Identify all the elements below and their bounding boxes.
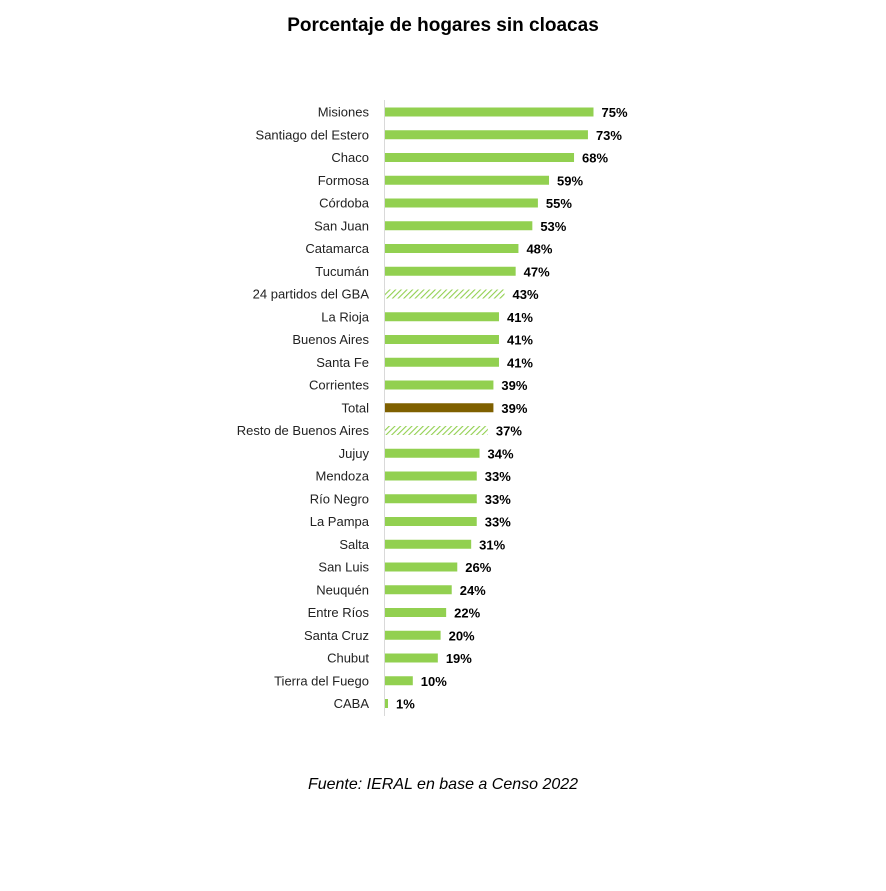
category-label: Santa Cruz bbox=[304, 628, 369, 643]
value-label: 33% bbox=[485, 492, 511, 507]
category-label: San Juan bbox=[314, 218, 369, 233]
value-label: 43% bbox=[513, 287, 539, 302]
value-label: 73% bbox=[596, 128, 622, 143]
category-label: Tucumán bbox=[315, 264, 369, 279]
bar-san-luis bbox=[385, 562, 458, 572]
bar-24-partidos-del-gba bbox=[385, 289, 505, 299]
value-label: 55% bbox=[546, 196, 572, 211]
category-label: Neuquén bbox=[316, 582, 369, 597]
value-label: 41% bbox=[507, 310, 533, 325]
value-label: 41% bbox=[507, 333, 533, 348]
value-label: 47% bbox=[524, 264, 550, 279]
bar-caba bbox=[385, 699, 388, 708]
bar-total bbox=[385, 403, 494, 413]
value-label: 39% bbox=[501, 401, 527, 416]
category-label: Jujuy bbox=[339, 446, 370, 461]
bar-la-rioja bbox=[385, 312, 499, 322]
category-label: Mendoza bbox=[316, 469, 370, 484]
value-label: 37% bbox=[496, 424, 522, 439]
bar-córdoba bbox=[385, 198, 538, 208]
value-label: 26% bbox=[465, 560, 491, 575]
source-note: Fuente: IERAL en base a Censo 2022 bbox=[307, 776, 579, 793]
chart-title: Porcentaje de hogares sin cloacas bbox=[287, 15, 599, 36]
bar-san-juan bbox=[385, 221, 533, 231]
category-label: La Pampa bbox=[310, 514, 370, 529]
category-label: Salta bbox=[339, 537, 369, 552]
bar-santiago-del-estero bbox=[385, 130, 588, 140]
bar-mendoza bbox=[385, 471, 477, 481]
category-label: 24 partidos del GBA bbox=[253, 287, 370, 302]
value-label: 34% bbox=[488, 446, 514, 461]
value-label: 10% bbox=[421, 674, 447, 689]
value-label: 24% bbox=[460, 583, 486, 598]
value-label: 22% bbox=[454, 606, 480, 621]
category-label: Corrientes bbox=[309, 378, 369, 393]
category-label: La Rioja bbox=[321, 309, 369, 324]
value-label: 33% bbox=[485, 469, 511, 484]
bar-tierra-del-fuego bbox=[385, 676, 413, 686]
category-label: Formosa bbox=[318, 173, 370, 188]
value-label: 39% bbox=[501, 378, 527, 393]
value-label: 31% bbox=[479, 537, 505, 552]
category-label: Santa Fe bbox=[316, 355, 369, 370]
category-label: Tierra del Fuego bbox=[274, 673, 369, 688]
category-label: Misiones bbox=[318, 105, 370, 120]
category-label: Total bbox=[342, 400, 370, 415]
value-label: 41% bbox=[507, 355, 533, 370]
value-label: 19% bbox=[446, 651, 472, 666]
bar-jujuy bbox=[385, 448, 480, 458]
bar-misiones bbox=[385, 107, 594, 117]
category-label: Chubut bbox=[327, 651, 369, 666]
value-label: 68% bbox=[582, 151, 608, 166]
value-label: 33% bbox=[485, 515, 511, 530]
bar-corrientes bbox=[385, 380, 494, 390]
value-label: 20% bbox=[449, 628, 475, 643]
bar-buenos-aires bbox=[385, 335, 499, 344]
bar-tucumán bbox=[385, 266, 516, 276]
bar-chubut bbox=[385, 653, 438, 663]
bar-resto-de-buenos-aires bbox=[385, 426, 488, 435]
category-label: Catamarca bbox=[305, 241, 369, 256]
bar-neuquén bbox=[385, 585, 452, 595]
value-label: 48% bbox=[526, 242, 552, 257]
value-label: 53% bbox=[540, 219, 566, 234]
category-label: Santiago del Estero bbox=[256, 127, 369, 142]
bar-la-pampa bbox=[385, 517, 477, 526]
bar-santa-fe bbox=[385, 357, 499, 367]
value-label: 59% bbox=[557, 173, 583, 188]
category-label: Entre Ríos bbox=[308, 605, 370, 620]
bar-santa-cruz bbox=[385, 630, 441, 640]
bar-chaco bbox=[385, 153, 575, 162]
value-label: 1% bbox=[396, 697, 415, 712]
category-label: Buenos Aires bbox=[292, 332, 369, 347]
category-label: Chaco bbox=[331, 150, 369, 165]
bar-salta bbox=[385, 539, 472, 549]
value-label: 75% bbox=[602, 105, 628, 120]
category-label: San Luis bbox=[318, 560, 369, 575]
category-label: Resto de Buenos Aires bbox=[237, 423, 370, 438]
category-label: Río Negro bbox=[310, 491, 369, 506]
category-label: CABA bbox=[334, 696, 370, 711]
category-label: Córdoba bbox=[319, 196, 370, 211]
bar-catamarca bbox=[385, 244, 519, 253]
bar-formosa bbox=[385, 175, 550, 185]
bar-entre-ríos bbox=[385, 608, 447, 617]
bar-río-negro bbox=[385, 494, 477, 504]
